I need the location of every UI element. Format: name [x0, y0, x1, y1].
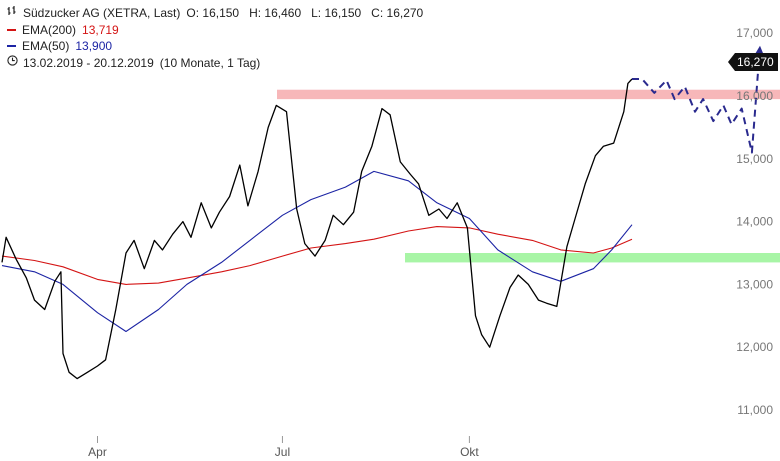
instrument-name: Südzucker AG (XETRA, Last) [23, 6, 181, 20]
ema50-swatch [7, 45, 16, 48]
y-tick-label: 11,000 [737, 403, 773, 417]
ohlc-values: O: 16,150 H: 16,460 L: 16,150 C: 16,270 [186, 6, 424, 20]
date-range-detail: (10 Monate, 1 Tag) [159, 55, 261, 70]
ema50-line [1, 170, 633, 333]
ema200-swatch [7, 28, 16, 31]
y-tick-label: 17,000 [736, 26, 773, 40]
ema50-value: 13,900 [75, 39, 113, 53]
date-range: 13.02.2019 - 20.12.2019 [23, 55, 154, 70]
last-price-value: 16,270 [737, 55, 774, 69]
legend-ema200-row: EMA(200) 13,719 [6, 22, 423, 39]
clock-icon [6, 54, 19, 72]
legend-title-row: Südzucker AG (XETRA, Last) O: 16,150 H: … [6, 5, 423, 22]
resistance-zone [277, 89, 780, 100]
support-zone [405, 253, 780, 263]
ema200-line [1, 226, 633, 285]
ohlc-bars-icon [6, 5, 19, 22]
chart-legend: Südzucker AG (XETRA, Last) O: 16,150 H: … [6, 5, 423, 71]
x-tick-label: Okt [460, 445, 479, 459]
ema200-label: EMA(200) [22, 22, 77, 37]
last-price-badge: 16,270 [728, 53, 778, 71]
y-tick-label: 12,000 [736, 340, 773, 354]
legend-range-row: 13.02.2019 - 20.12.2019 (10 Monate, 1 Ta… [6, 54, 423, 72]
y-tick-label: 13,000 [736, 277, 773, 291]
ema200-value: 13,719 [82, 22, 119, 37]
y-tick-label: 15,000 [736, 152, 773, 166]
y-tick-label: 14,000 [736, 215, 773, 229]
x-tick-label: Jul [275, 445, 290, 459]
price-line [1, 78, 633, 380]
x-tick-label: Apr [88, 445, 107, 459]
legend-ema50-row: EMA(50) 13,900 [6, 38, 423, 55]
y-tick-label: 16,000 [736, 89, 773, 103]
ema50-label: EMA(50) [22, 39, 70, 53]
